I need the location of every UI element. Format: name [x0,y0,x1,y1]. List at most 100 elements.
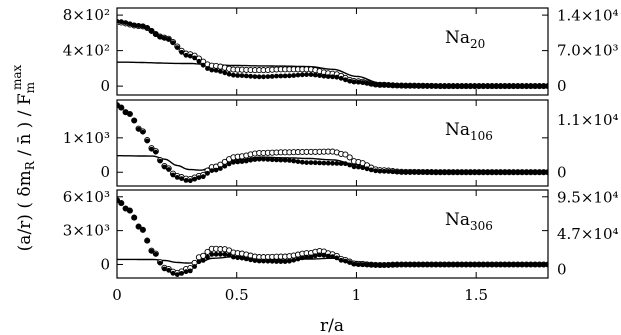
filled-point [429,262,434,267]
filled-point [424,262,430,267]
filled-point [459,262,465,267]
filled-point [480,262,486,267]
filled-point [446,262,452,267]
filled-point [433,83,439,89]
filled-point [394,169,400,175]
filled-point [459,83,465,89]
filled-point [532,169,538,175]
filled-point [149,248,154,254]
filled-point [493,262,499,267]
filled-point [149,28,154,34]
filled-point [502,169,508,175]
filled-point [433,169,439,175]
right-tick-label: 4.7×10⁴ [557,225,619,243]
filled-point [455,169,460,175]
chart-panels: 0 4×10² 8×10² 0 7.0×10³ 1.4×10⁴ Na20 0 1×10³ 0 1.1… [63,6,619,304]
filled-point [179,271,185,276]
filled-point [299,72,305,78]
left-tick-label: 0 [100,77,110,95]
filled-point [287,258,292,264]
filled-point [265,74,271,79]
filled-point [235,73,241,78]
filled-point [312,253,318,259]
filled-point [416,83,422,89]
filled-point [403,262,409,267]
filled-point [299,159,305,165]
filled-point [343,258,348,264]
filled-point [541,262,547,267]
filled-point [502,262,508,267]
filled-point [278,73,284,79]
filled-point [347,78,353,84]
filled-point [304,254,309,260]
filled-point [338,161,344,167]
filled-point [480,83,486,89]
filled-point [209,67,215,73]
filled-point [381,168,387,174]
panel-frame [116,99,549,187]
filled-point [489,83,495,89]
panel-3: 0 3×10³ 6×10³ 0 4.7×10⁴ 9.5×10⁴ Na306 [63,188,619,279]
filled-point [321,73,327,79]
filled-point [162,164,167,170]
filled-point [166,36,172,42]
filled-point [192,176,198,182]
filled-point [330,160,335,166]
filled-point [541,169,547,175]
filled-point [515,83,521,89]
filled-point [136,23,142,28]
panel-1: 0 4×10² 8×10² 0 7.0×10³ 1.4×10⁴ Na20 [63,6,619,96]
filled-point [356,79,361,85]
filled-point [295,72,301,78]
filled-point [424,169,430,175]
filled-point [123,109,128,115]
filled-point [463,262,469,267]
filled-point [519,83,525,89]
filled-point [200,174,206,180]
filled-point [351,79,357,85]
filled-point [412,83,417,89]
filled-point [218,251,223,257]
filled-point [515,169,521,175]
filled-point [437,169,443,175]
filled-point [157,34,163,40]
filled-point [144,138,150,144]
filled-point [373,168,378,174]
filled-point [390,262,396,268]
filled-point [213,167,219,173]
filled-point [442,169,447,175]
filled-point [476,169,482,175]
filled-point [446,169,452,175]
panel-2: 0 1×10³ 0 1.1×10⁴ Na106 [63,99,619,187]
filled-point [334,161,340,166]
filled-point [377,262,383,268]
filled-point [200,62,206,68]
filled-point [308,160,314,166]
filled-point [222,251,228,257]
filled-point [377,82,383,88]
filled-point [386,262,391,268]
panel-label: Na20 [445,28,485,51]
filled-point [269,74,275,79]
filled-point [218,69,223,74]
filled-point [416,262,422,267]
filled-point [364,166,370,172]
filled-point [485,83,491,89]
filled-point [209,252,215,257]
filled-point [545,262,548,267]
filled-point [123,20,128,25]
filled-point [183,269,189,275]
right-tick-label: 0 [557,164,567,182]
filled-point [183,52,189,58]
x-tick-label: 0.5 [225,286,249,304]
filled-point [416,169,422,175]
right-tick-label: 7.0×10³ [557,42,619,60]
filled-point [545,83,548,89]
filled-point [532,83,538,89]
filled-point [295,256,301,262]
left-tick-label: 3×10³ [63,222,110,240]
filled-point [394,262,400,267]
x-axis-title: r/a [320,316,344,335]
filled-point [166,267,172,273]
